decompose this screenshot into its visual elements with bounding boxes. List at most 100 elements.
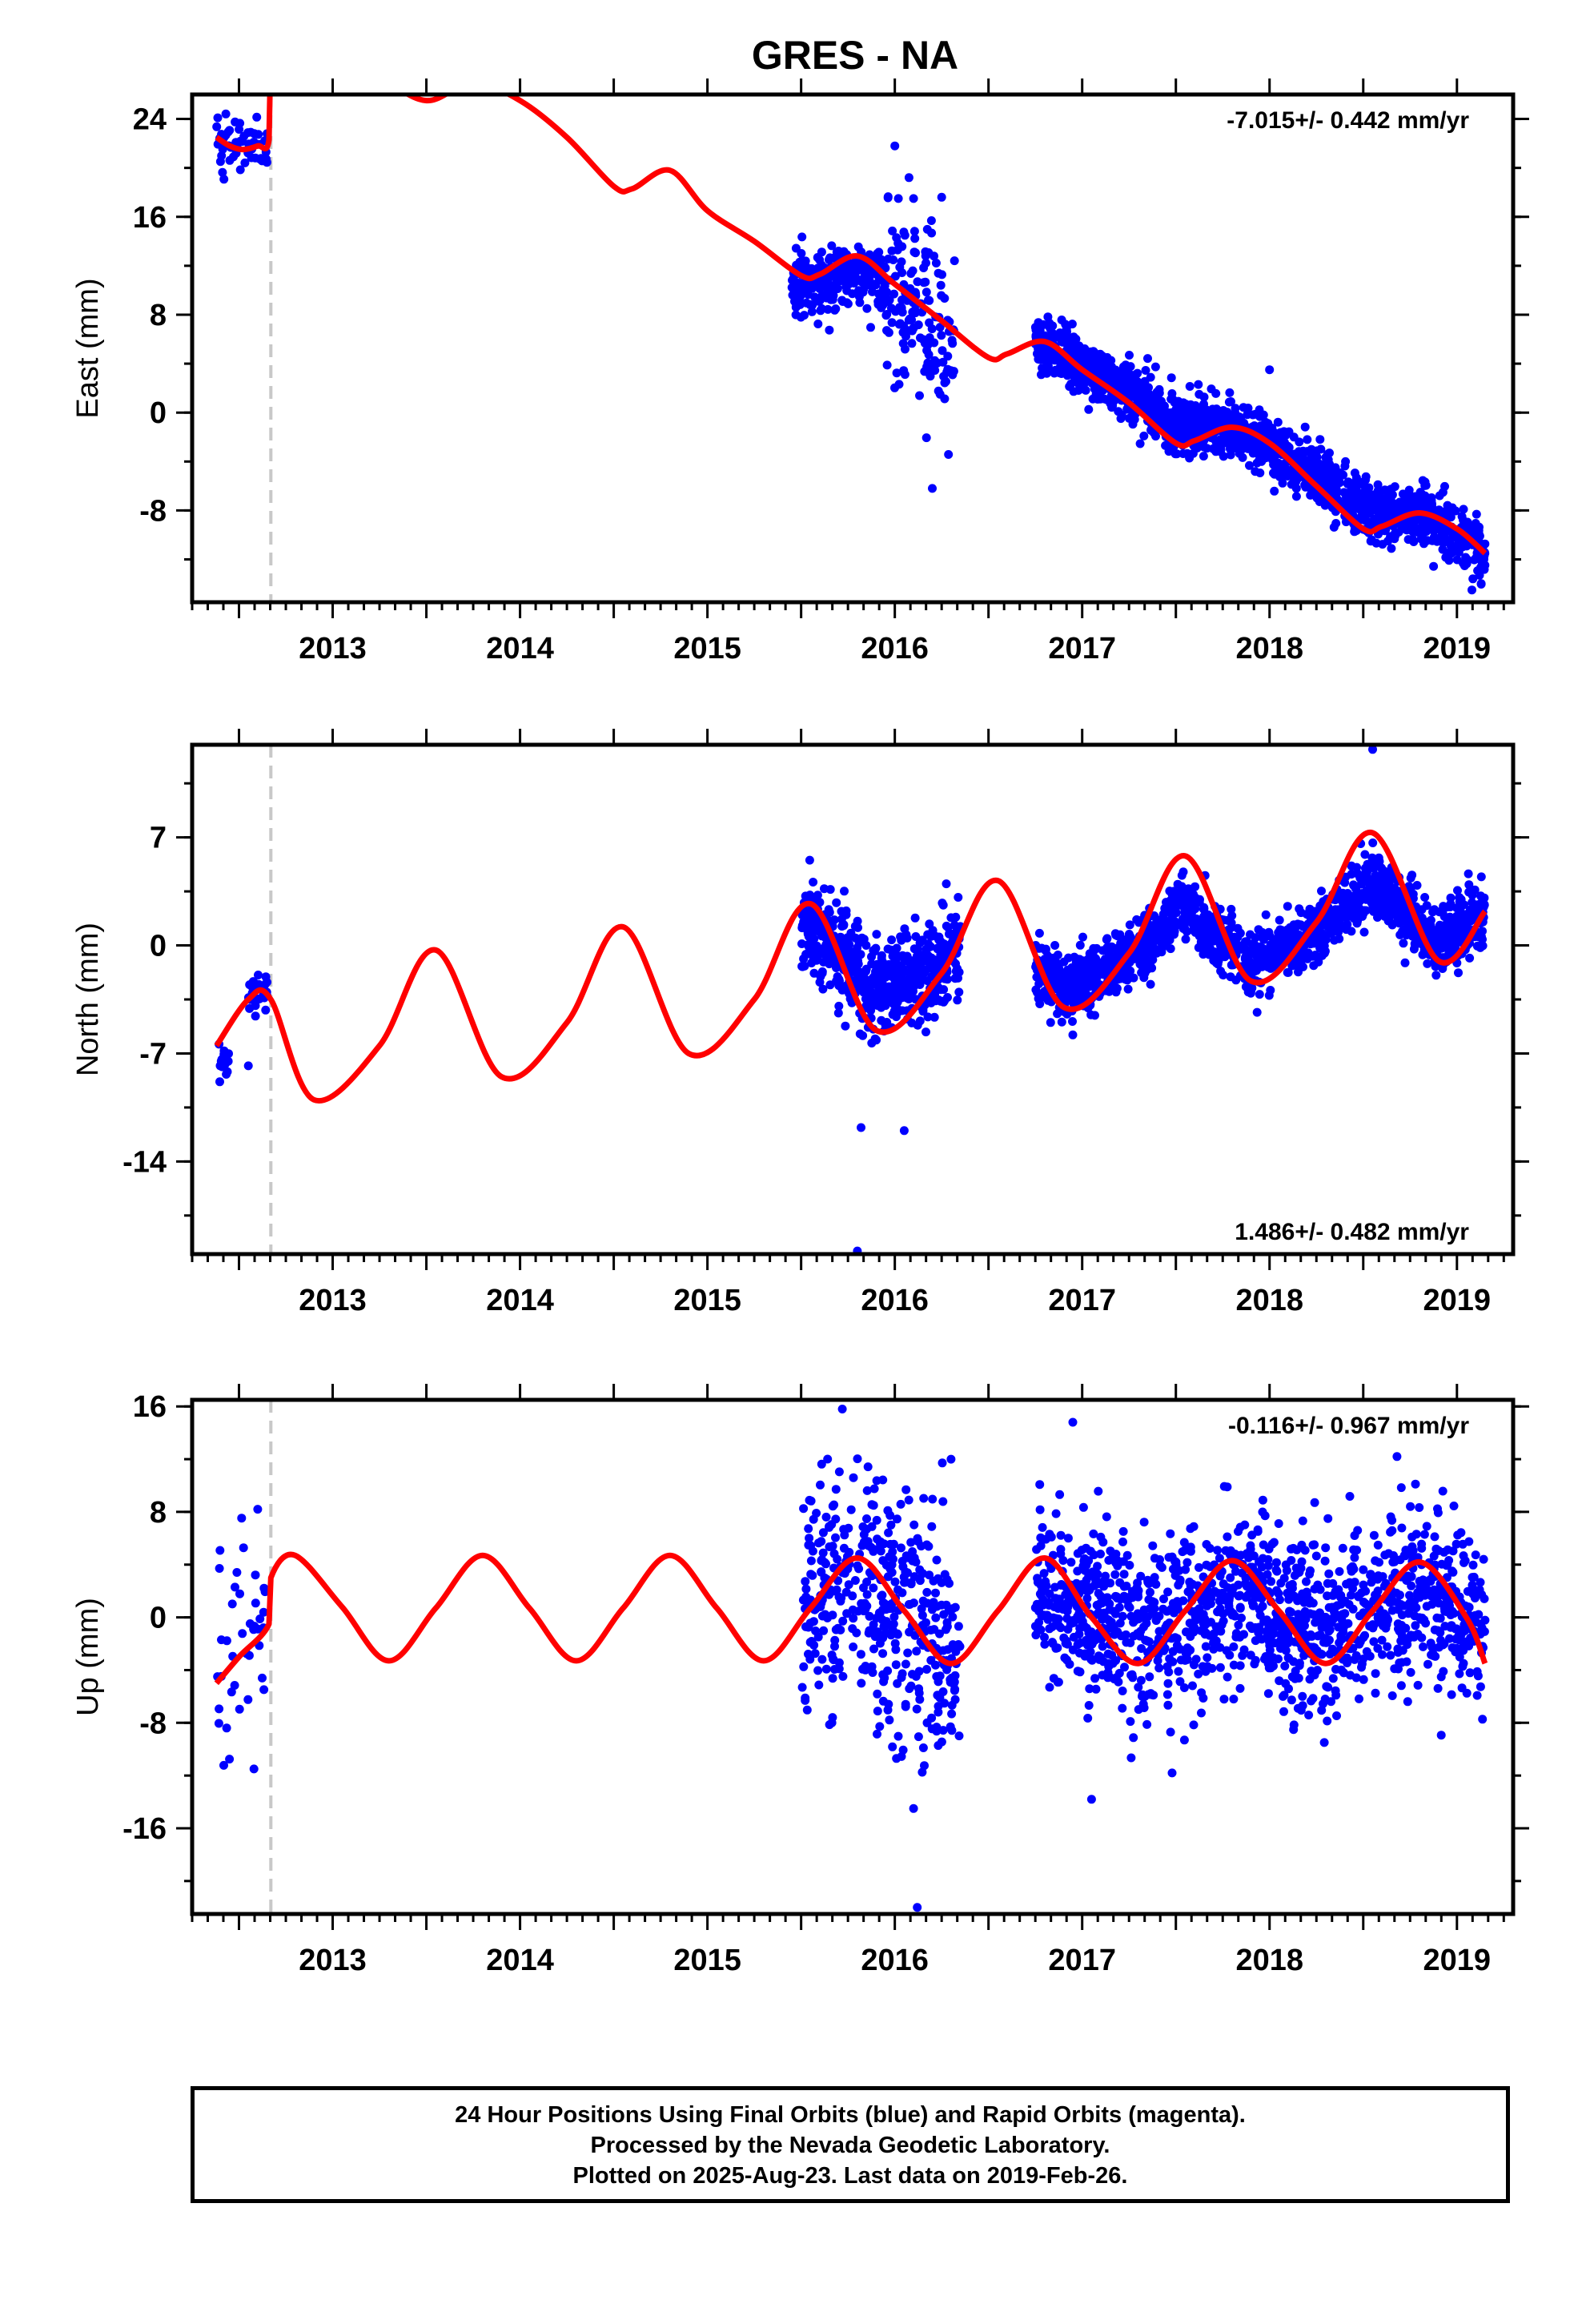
data-point bbox=[794, 295, 804, 304]
data-point bbox=[1062, 983, 1072, 991]
data-point bbox=[945, 1578, 954, 1588]
data-point bbox=[917, 1610, 927, 1620]
data-point bbox=[951, 959, 960, 968]
data-point bbox=[1107, 403, 1117, 412]
data-point bbox=[1263, 959, 1273, 968]
data-point bbox=[862, 1514, 871, 1523]
data-point bbox=[864, 1628, 873, 1638]
data-point bbox=[1050, 941, 1060, 950]
data-point bbox=[803, 290, 813, 300]
data-point bbox=[1167, 389, 1177, 398]
data-point bbox=[884, 982, 893, 991]
data-point bbox=[1227, 923, 1236, 932]
data-point bbox=[1167, 890, 1177, 899]
data-point bbox=[921, 433, 931, 443]
data-point bbox=[887, 935, 897, 945]
data-point bbox=[886, 1520, 896, 1530]
data-point bbox=[1186, 887, 1195, 896]
data-point bbox=[1057, 1017, 1066, 1027]
data-point bbox=[817, 247, 826, 257]
data-point bbox=[1480, 893, 1489, 903]
data-point bbox=[1371, 517, 1381, 526]
data-point bbox=[1331, 519, 1341, 528]
data-point bbox=[212, 122, 222, 131]
data-point bbox=[258, 1673, 267, 1683]
data-point bbox=[834, 1001, 844, 1011]
data-point bbox=[1270, 458, 1279, 468]
observation-points bbox=[213, 1405, 1490, 1912]
data-point bbox=[1141, 366, 1150, 375]
y-tick-label: -7 bbox=[139, 1037, 167, 1071]
data-point bbox=[1431, 926, 1441, 935]
data-point bbox=[1368, 838, 1378, 847]
observation-points bbox=[212, 109, 1490, 595]
data-point bbox=[821, 1664, 831, 1674]
data-point bbox=[238, 1629, 247, 1638]
data-point bbox=[1070, 971, 1080, 980]
data-point bbox=[1270, 469, 1279, 479]
data-point bbox=[1294, 967, 1303, 977]
data-point bbox=[1247, 987, 1255, 996]
data-point bbox=[1118, 967, 1127, 977]
data-point bbox=[882, 966, 892, 975]
data-point bbox=[895, 1006, 905, 1015]
data-point bbox=[789, 284, 798, 294]
data-point bbox=[1386, 899, 1395, 909]
data-point bbox=[1465, 953, 1475, 963]
data-point bbox=[1194, 943, 1203, 952]
data-point bbox=[857, 285, 867, 295]
data-point bbox=[950, 1695, 960, 1704]
data-point bbox=[866, 323, 875, 332]
data-point bbox=[215, 1546, 225, 1555]
data-point bbox=[898, 1745, 908, 1755]
data-point bbox=[844, 1580, 853, 1590]
data-point bbox=[819, 1626, 829, 1635]
data-point bbox=[1468, 898, 1477, 907]
data-point bbox=[1455, 913, 1464, 923]
data-point bbox=[825, 325, 834, 335]
data-point bbox=[1366, 490, 1375, 500]
data-point bbox=[1407, 517, 1416, 526]
data-point bbox=[806, 1541, 816, 1550]
data-point bbox=[1242, 937, 1251, 947]
data-point bbox=[244, 1651, 254, 1660]
data-point bbox=[871, 280, 881, 290]
data-point bbox=[922, 1665, 931, 1674]
data-point bbox=[862, 1525, 871, 1534]
data-point bbox=[891, 1660, 901, 1670]
data-point bbox=[1374, 509, 1383, 518]
data-point bbox=[914, 1667, 924, 1676]
data-point bbox=[867, 991, 877, 1001]
data-point bbox=[831, 1533, 840, 1542]
data-point bbox=[1378, 502, 1387, 512]
data-point bbox=[1171, 412, 1181, 422]
data-point bbox=[853, 242, 863, 251]
data-point bbox=[1457, 512, 1467, 521]
data-point bbox=[893, 1731, 903, 1741]
y-tick-label: 7 bbox=[150, 822, 167, 855]
data-point bbox=[1393, 913, 1402, 923]
data-point bbox=[815, 898, 825, 907]
data-point bbox=[1225, 388, 1235, 397]
data-point bbox=[1349, 479, 1358, 489]
data-point bbox=[1073, 351, 1082, 360]
data-point bbox=[915, 1565, 925, 1574]
data-point bbox=[863, 1462, 873, 1472]
data-point bbox=[938, 1497, 948, 1506]
data-point bbox=[1171, 908, 1181, 918]
data-point bbox=[1468, 585, 1476, 595]
data-point bbox=[1199, 904, 1209, 914]
data-point bbox=[915, 391, 924, 400]
data-point bbox=[803, 927, 813, 937]
data-point bbox=[1270, 486, 1279, 496]
data-point bbox=[1172, 449, 1182, 459]
data-point bbox=[1211, 388, 1221, 398]
data-point bbox=[1439, 923, 1447, 932]
data-point bbox=[848, 961, 857, 970]
data-point bbox=[906, 269, 916, 278]
data-point bbox=[901, 1659, 910, 1669]
data-point bbox=[909, 1520, 919, 1530]
data-point bbox=[1050, 973, 1059, 983]
data-point bbox=[913, 1537, 923, 1546]
data-point bbox=[951, 967, 961, 976]
